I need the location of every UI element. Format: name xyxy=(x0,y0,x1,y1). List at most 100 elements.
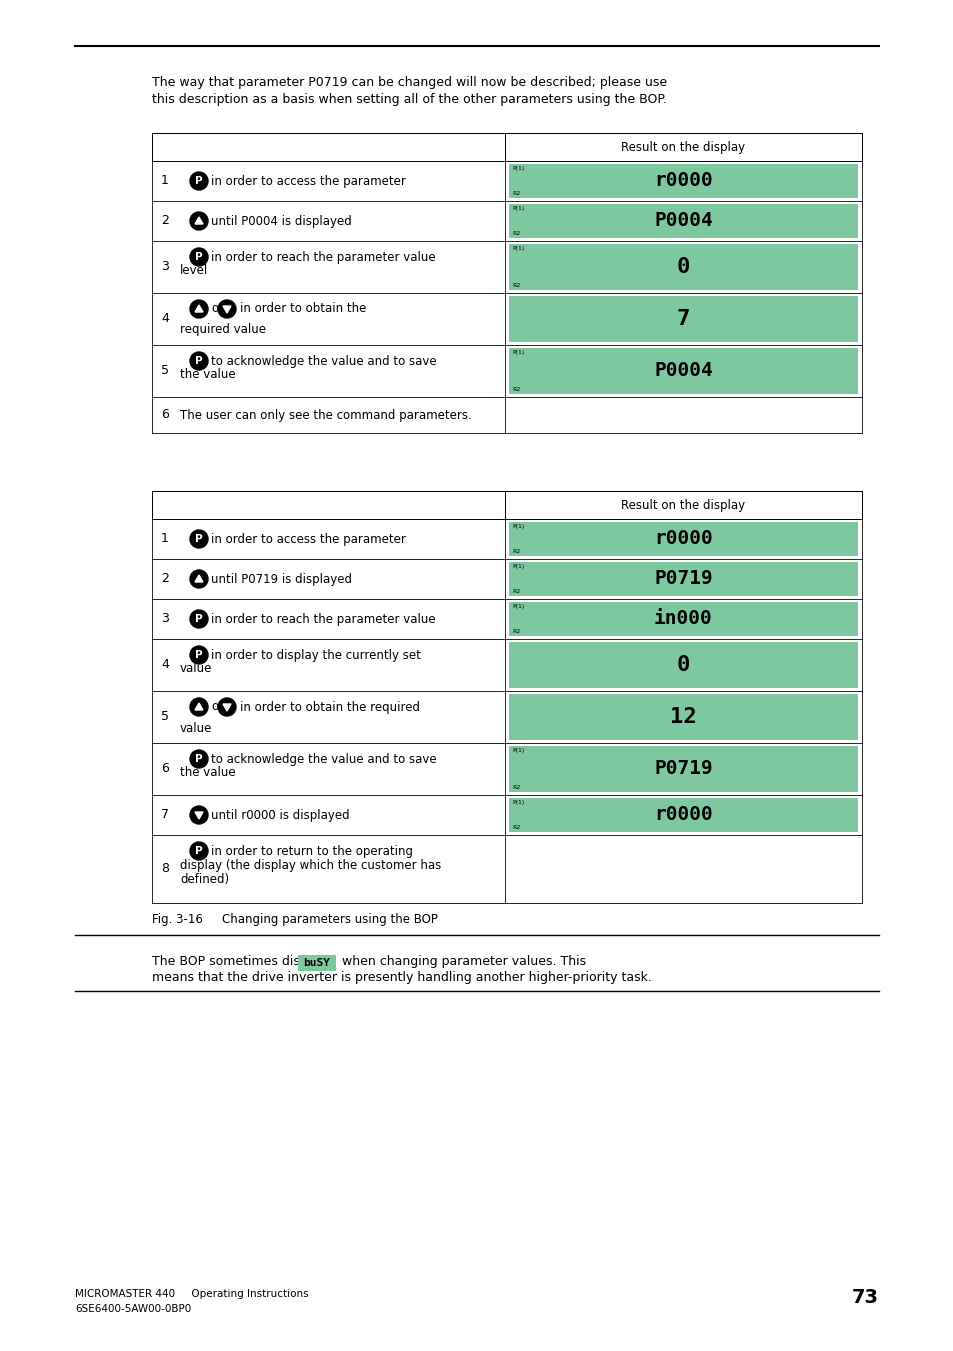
Text: 3: 3 xyxy=(161,261,169,273)
Text: P: P xyxy=(195,251,203,262)
Text: Fig. 3-16: Fig. 3-16 xyxy=(152,913,203,925)
Text: 12: 12 xyxy=(669,707,696,727)
Text: value: value xyxy=(180,662,213,676)
Text: defined): defined) xyxy=(180,873,229,885)
Text: 5: 5 xyxy=(161,365,169,377)
FancyBboxPatch shape xyxy=(509,163,857,199)
Circle shape xyxy=(190,750,208,767)
Text: R2: R2 xyxy=(512,386,519,392)
Text: r0000: r0000 xyxy=(654,172,712,190)
Text: P0719: P0719 xyxy=(654,759,712,778)
Text: 7: 7 xyxy=(161,808,169,821)
FancyBboxPatch shape xyxy=(152,490,504,519)
Text: the value: the value xyxy=(180,766,235,780)
Circle shape xyxy=(190,212,208,230)
Text: P(1): P(1) xyxy=(512,246,524,251)
Text: MICROMASTER 440     Operating Instructions: MICROMASTER 440 Operating Instructions xyxy=(75,1289,309,1300)
Text: until P0004 is displayed: until P0004 is displayed xyxy=(211,215,352,227)
Text: 3: 3 xyxy=(161,612,169,626)
Text: r0000: r0000 xyxy=(654,530,712,549)
Text: R2: R2 xyxy=(512,231,519,236)
Text: The way that parameter P0719 can be changed will now be described; please use: The way that parameter P0719 can be chan… xyxy=(152,76,666,89)
Text: 5: 5 xyxy=(161,711,169,724)
Text: P: P xyxy=(195,846,203,855)
Text: Changing parameters using the BOP: Changing parameters using the BOP xyxy=(222,913,437,925)
Text: P: P xyxy=(195,613,203,624)
FancyBboxPatch shape xyxy=(509,642,857,688)
Text: P(1): P(1) xyxy=(512,166,524,172)
Text: 2: 2 xyxy=(161,215,169,227)
Text: The user can only see the command parameters.: The user can only see the command parame… xyxy=(180,408,471,422)
Text: the value: the value xyxy=(180,369,235,381)
Text: value: value xyxy=(180,721,213,735)
Polygon shape xyxy=(194,305,203,312)
Text: to acknowledge the value and to save: to acknowledge the value and to save xyxy=(211,753,436,766)
FancyBboxPatch shape xyxy=(509,694,857,740)
Text: P(1): P(1) xyxy=(512,524,524,530)
Text: to acknowledge the value and to save: to acknowledge the value and to save xyxy=(211,354,436,367)
Text: R2: R2 xyxy=(512,282,519,288)
Text: R2: R2 xyxy=(512,589,519,594)
Circle shape xyxy=(190,353,208,370)
Circle shape xyxy=(218,698,235,716)
Circle shape xyxy=(190,300,208,317)
Text: R2: R2 xyxy=(512,825,519,830)
Text: r0000: r0000 xyxy=(654,805,712,824)
Circle shape xyxy=(190,530,208,549)
Circle shape xyxy=(190,570,208,588)
Text: until P0719 is displayed: until P0719 is displayed xyxy=(211,573,352,585)
Text: in order to access the parameter: in order to access the parameter xyxy=(211,532,405,546)
Text: 6: 6 xyxy=(161,408,169,422)
Text: 0: 0 xyxy=(676,257,689,277)
Text: P: P xyxy=(195,534,203,543)
Text: buSY: buSY xyxy=(303,958,330,969)
Text: 8: 8 xyxy=(161,862,169,875)
Text: P0719: P0719 xyxy=(654,570,712,589)
Text: P(1): P(1) xyxy=(512,205,524,211)
FancyBboxPatch shape xyxy=(504,132,862,161)
Text: in order to reach the parameter value: in order to reach the parameter value xyxy=(211,612,436,626)
Text: or: or xyxy=(211,303,223,316)
Text: Result on the display: Result on the display xyxy=(620,499,745,512)
Text: level: level xyxy=(180,265,208,277)
Text: P(1): P(1) xyxy=(512,604,524,609)
Text: 6: 6 xyxy=(161,762,169,775)
Text: Result on the display: Result on the display xyxy=(620,141,745,154)
Polygon shape xyxy=(194,703,203,711)
Text: 1: 1 xyxy=(161,174,169,188)
Text: 73: 73 xyxy=(851,1288,878,1306)
Text: P: P xyxy=(195,355,203,366)
Text: 7: 7 xyxy=(676,309,689,330)
Text: P(1): P(1) xyxy=(512,350,524,355)
Text: R2: R2 xyxy=(512,785,519,790)
FancyBboxPatch shape xyxy=(509,521,857,557)
Circle shape xyxy=(190,172,208,190)
FancyBboxPatch shape xyxy=(509,296,857,342)
Text: P(1): P(1) xyxy=(512,748,524,753)
Text: 1: 1 xyxy=(161,532,169,546)
Text: until r0000 is displayed: until r0000 is displayed xyxy=(211,808,349,821)
Text: in000: in000 xyxy=(654,609,712,628)
Circle shape xyxy=(190,249,208,266)
FancyBboxPatch shape xyxy=(297,955,335,971)
Text: R2: R2 xyxy=(512,549,519,554)
Text: P(1): P(1) xyxy=(512,563,524,569)
FancyBboxPatch shape xyxy=(509,204,857,238)
Text: display (the display which the customer has: display (the display which the customer … xyxy=(180,858,441,871)
Circle shape xyxy=(218,300,235,317)
Text: P0004: P0004 xyxy=(654,212,712,231)
FancyBboxPatch shape xyxy=(509,562,857,596)
FancyBboxPatch shape xyxy=(504,490,862,519)
FancyBboxPatch shape xyxy=(509,349,857,394)
Text: 6SE6400-5AW00-0BP0: 6SE6400-5AW00-0BP0 xyxy=(75,1304,191,1315)
Text: or: or xyxy=(211,701,223,713)
Text: in order to obtain the: in order to obtain the xyxy=(240,303,366,316)
Text: means that the drive inverter is presently handling another higher-priority task: means that the drive inverter is present… xyxy=(152,971,651,984)
Circle shape xyxy=(190,611,208,628)
Text: in order to obtain the required: in order to obtain the required xyxy=(240,701,419,713)
Text: 2: 2 xyxy=(161,573,169,585)
Text: R2: R2 xyxy=(512,630,519,634)
FancyBboxPatch shape xyxy=(509,245,857,290)
Text: required value: required value xyxy=(180,323,266,336)
Text: in order to access the parameter: in order to access the parameter xyxy=(211,174,405,188)
